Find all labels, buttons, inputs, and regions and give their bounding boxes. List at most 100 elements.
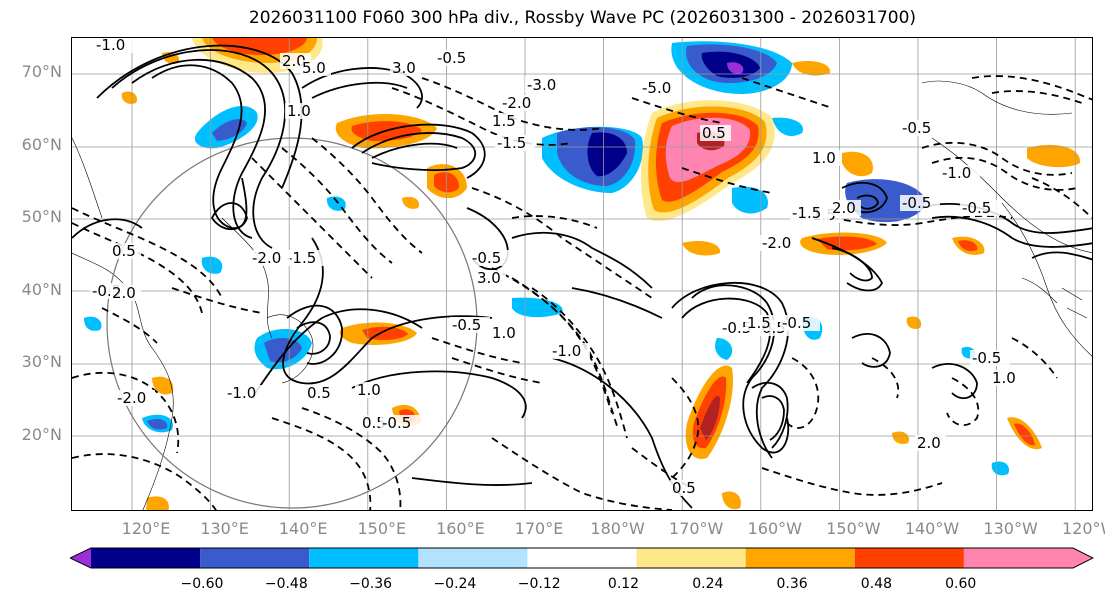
shade-positive — [842, 151, 873, 177]
contour-label: 2.0 — [282, 52, 306, 70]
shade-positive — [682, 241, 721, 256]
lon-label: 150°W — [826, 519, 881, 538]
lon-label: 150°E — [357, 519, 407, 538]
contour-label: 0.5 — [702, 124, 726, 142]
colorbar-tick-label: −0.36 — [349, 576, 393, 592]
lon-label: 120°W — [1062, 519, 1105, 538]
lat-label: 30°N — [21, 352, 62, 371]
shade-positive — [121, 91, 138, 104]
shade-negative — [587, 132, 627, 177]
map-panel: -1.0 2.0 5.0 3.0 -3.0 -5.0 -0.5 1.0 -1.5 1.5 -2.0 0… — [71, 37, 1093, 511]
colorbar — [70, 547, 1094, 569]
contour-label: -0.5 — [902, 194, 931, 212]
colorbar-tick-label: −0.48 — [264, 576, 308, 592]
contour-label: -0.5 — [902, 119, 931, 137]
lon-label: 170°E — [514, 519, 564, 538]
contour-label: -0.5 — [452, 316, 481, 334]
contour-label: -5.0 — [642, 79, 671, 97]
contour-label: 1.5 — [747, 314, 771, 332]
colorbar-outline — [70, 547, 1094, 569]
colorbar-swatch — [418, 548, 528, 568]
shade-negative — [212, 119, 247, 141]
contour-label: 0.5 — [672, 479, 696, 497]
coastlines — [72, 80, 1092, 510]
shade-negative — [326, 196, 346, 211]
colorbar-swatch — [309, 548, 419, 568]
contour-label: 2.0 — [112, 284, 136, 302]
lat-label: 70°N — [21, 62, 62, 81]
lon-label: 130°E — [200, 519, 249, 538]
lon-label: 160°W — [747, 519, 802, 538]
contour-label: 3.0 — [392, 59, 416, 77]
contour-label: -1.0 — [96, 38, 125, 54]
shade-negative — [201, 256, 223, 274]
shade-positive — [958, 240, 978, 252]
shade-positive — [212, 38, 307, 55]
contour-label: 2.0 — [917, 434, 941, 452]
contour-label: -0.5 — [782, 314, 811, 332]
contour-label: -1.0 — [552, 342, 581, 360]
contour-label: -2.0 — [117, 389, 146, 407]
shade-negative — [772, 117, 803, 137]
map-canvas: -1.02.05.0 3.0-3.0 -5.0-0.51.0-1.51.5-2.00… — [72, 38, 1092, 510]
shade-positive — [817, 236, 877, 251]
contour-labels: -1.02.05.0 3.0-3.0 -5.0-0.51.0-1.51.5-2.00… — [90, 38, 1021, 497]
lat-label: 40°N — [21, 280, 62, 299]
shade-positive — [700, 396, 720, 440]
shade-positive — [402, 196, 420, 209]
lat-label: 60°N — [21, 135, 62, 154]
contour-label: 5.0 — [302, 59, 326, 77]
contour-label: 0.5 — [362, 414, 386, 432]
shade-positive — [722, 491, 741, 510]
contour-label: -2.0 — [762, 234, 791, 252]
colorbar-tick-label: −0.60 — [180, 576, 224, 592]
contour-label: -1.0 — [942, 164, 971, 182]
contour-label: 1.0 — [357, 381, 381, 399]
colorbar-tick-label: −0.12 — [517, 576, 561, 592]
map-title: 2026031100 F060 300 hPa div., Rossby Wav… — [248, 8, 917, 28]
contour-label: -1.5 — [287, 249, 316, 267]
contour-label: -1.5 — [497, 134, 526, 152]
contour-label: 0.5 — [112, 242, 136, 260]
colorbar-tick-label: 0.12 — [607, 576, 640, 592]
colorbar-tick-label: 0.48 — [860, 576, 892, 592]
projection-circle — [106, 137, 478, 509]
lat-label: 50°N — [21, 207, 62, 226]
colorbar-swatch — [963, 548, 1093, 568]
shade-positive — [146, 496, 169, 510]
contour-label: 1.0 — [287, 102, 311, 120]
colorbar-tick-label: 0.24 — [692, 576, 724, 592]
shade-negative — [991, 461, 1010, 476]
contour-label: -3.0 — [527, 76, 556, 94]
shade-negative — [727, 62, 744, 74]
contour-label: -1.0 — [227, 384, 256, 402]
lon-label: 120°E — [121, 519, 171, 538]
contour-label: -0.5 — [382, 414, 411, 432]
contour-label: 1.0 — [492, 324, 516, 342]
contour-label: -0.5 — [437, 49, 466, 67]
colorbar-tick-label: −0.24 — [433, 576, 477, 592]
lon-label: 160°E — [436, 519, 485, 538]
contour-label: -2.0 — [502, 94, 531, 112]
shade-negative — [715, 338, 733, 360]
contour-label: 2.0 — [832, 199, 856, 217]
colorbar-tick-label: 0.36 — [776, 576, 808, 592]
contour-label: -0.5 — [722, 319, 751, 337]
contour-label: -1.5 — [792, 204, 821, 222]
shade-positive — [152, 376, 174, 395]
contour-label: 0.5 — [307, 384, 331, 402]
contour-label: -0.5 — [962, 199, 991, 217]
shade-positive — [906, 316, 922, 329]
positive-contours — [72, 44, 1092, 509]
shade-negative — [512, 297, 563, 318]
lon-label: 130°W — [983, 519, 1038, 538]
lon-label: 180°W — [590, 519, 645, 538]
contour-label: 1.0 — [812, 149, 836, 167]
negative-contours — [72, 75, 1092, 510]
shade-negative — [147, 418, 168, 430]
colorbar-swatch — [854, 548, 964, 568]
shade-positive — [1014, 423, 1035, 446]
lon-label: 140°W — [904, 519, 960, 538]
contour-label: -0.5 — [972, 349, 1001, 367]
contour-label: -0.5 — [472, 249, 501, 267]
